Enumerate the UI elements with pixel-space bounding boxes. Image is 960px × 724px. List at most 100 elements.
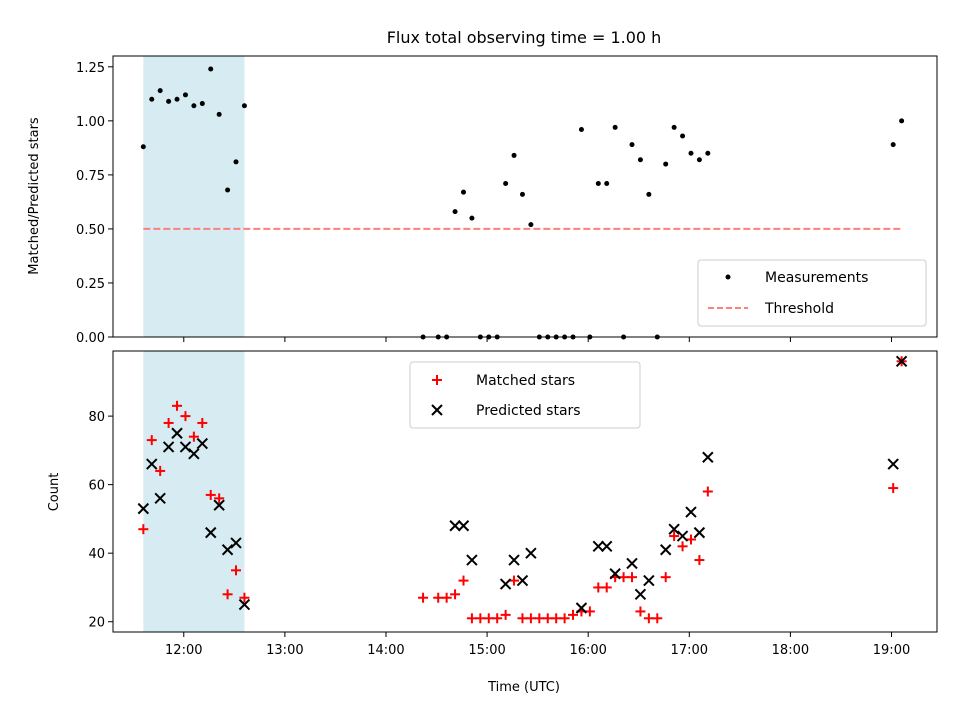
predicted-star-point <box>230 537 242 549</box>
predicted-star-point <box>643 574 655 587</box>
highlight-span <box>143 351 245 632</box>
matched-star-point <box>466 613 477 624</box>
matched-star-point <box>500 609 511 620</box>
predicted-star-point <box>702 451 714 463</box>
measurement-point <box>233 159 239 165</box>
matched-star-point <box>222 589 233 600</box>
measurement-point <box>225 187 231 193</box>
x-tick-label: 15:00 <box>468 643 505 658</box>
measurement-point <box>208 66 214 72</box>
matched-star-point <box>180 411 191 422</box>
x-tick-label: 18:00 <box>772 643 809 658</box>
legend-marker-predicted-stars <box>431 404 443 416</box>
measurement-point <box>166 98 172 104</box>
predicted-star-point <box>601 540 613 553</box>
ratio-legend-box <box>697 259 927 327</box>
matched-star-point <box>214 493 225 504</box>
matched-star-point <box>418 592 429 603</box>
predicted-star-point <box>137 502 150 515</box>
y-tick-label: 60 <box>88 479 105 494</box>
measurement-point <box>696 157 702 163</box>
matched-star-point <box>551 613 562 624</box>
measurement-point <box>612 124 618 130</box>
predicted-star-point <box>592 540 605 553</box>
measurement-point <box>663 161 669 167</box>
predicted-star-point <box>693 526 706 539</box>
measurement-point <box>511 152 517 158</box>
matched-star-point <box>702 486 713 497</box>
predicted-star-point <box>213 499 225 511</box>
predicted-star-point <box>162 441 175 453</box>
y-tick-label: 80 <box>88 410 105 425</box>
measurement-point <box>899 118 905 124</box>
count-panel-frame <box>112 350 938 633</box>
predicted-star-point <box>171 427 183 439</box>
matched-star-point <box>163 417 174 428</box>
y-tick-label: 0.00 <box>76 331 105 346</box>
matched-star-point <box>205 489 216 500</box>
y-tick-label: 0.75 <box>76 169 105 184</box>
matched-star-point <box>146 435 157 446</box>
predicted-star-point <box>895 355 908 367</box>
x-axis-label: Time (UTC) <box>487 680 560 695</box>
predicted-star-point <box>685 506 697 518</box>
predicted-star-point <box>146 458 158 470</box>
measurement-point <box>182 92 188 98</box>
predicted-star-point <box>238 598 251 611</box>
legend-marker-matched-stars <box>432 375 442 385</box>
measurement-point <box>528 222 534 228</box>
measurement-point <box>149 96 155 102</box>
legend-label-predicted-stars: Predicted stars <box>476 403 581 419</box>
matched-star-point <box>627 572 638 583</box>
legend-label-matched-stars: Matched stars <box>476 373 575 389</box>
x-tick-label: 19:00 <box>873 643 910 658</box>
predicted-star-point <box>575 602 588 614</box>
matched-star-point <box>559 613 570 624</box>
matched-star-point <box>635 606 646 617</box>
predicted-star-point <box>188 448 200 460</box>
measurement-point <box>595 181 601 187</box>
matched-star-point <box>525 613 536 624</box>
measurement-point <box>680 133 686 139</box>
predicted-star-point <box>634 588 647 601</box>
predicted-star-point <box>154 492 166 505</box>
matched-star-point <box>450 589 461 600</box>
predicted-star-point <box>196 437 209 450</box>
ratio-panel-frame <box>112 55 938 338</box>
matched-star-point <box>888 483 899 494</box>
predicted-star-point <box>609 568 621 580</box>
highlight-span <box>143 56 245 337</box>
matched-star-point <box>652 613 663 624</box>
matched-star-point <box>138 524 149 535</box>
legend-label-measurements: Measurements <box>765 270 868 286</box>
matched-star-point <box>483 613 494 624</box>
legend-marker-measurements <box>725 274 731 280</box>
matched-star-point <box>694 555 705 566</box>
predicted-star-point <box>659 544 672 556</box>
y-tick-label: 1.00 <box>76 115 105 130</box>
matched-star-point <box>188 431 199 442</box>
measurement-point <box>671 124 677 130</box>
matched-star-point <box>172 400 183 411</box>
measurement-point <box>705 150 711 156</box>
measurement-point <box>469 215 475 221</box>
matched-star-point <box>677 541 688 552</box>
count-legend: Matched stars Predicted stars <box>409 361 641 429</box>
matched-star-point <box>593 582 604 593</box>
y-tick-label: 0.50 <box>76 223 105 238</box>
predicted-star-point <box>508 554 520 566</box>
matched-star-point <box>433 592 444 603</box>
measurement-point <box>519 191 525 197</box>
measurement-point <box>578 126 584 132</box>
matched-star-point <box>458 575 469 586</box>
measurement-point <box>637 157 643 163</box>
matched-star-point <box>441 592 452 603</box>
predicted-star-point <box>499 578 512 590</box>
measurement-point <box>503 181 509 187</box>
x-tick-label: 12:00 <box>165 643 202 658</box>
predicted-star-point <box>205 526 217 539</box>
matched-star-point <box>231 565 242 576</box>
ratio-legend: Measurements Threshold <box>697 259 927 327</box>
matched-star-point <box>509 575 520 586</box>
measurement-point <box>241 103 247 109</box>
